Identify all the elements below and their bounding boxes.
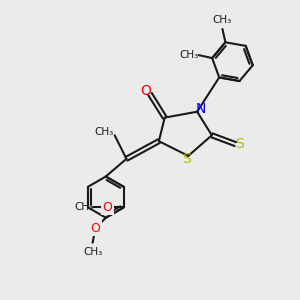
Text: CH₃: CH₃ — [95, 127, 114, 137]
Text: CH₃: CH₃ — [179, 50, 198, 60]
Text: N: N — [196, 102, 206, 116]
Text: O: O — [91, 221, 100, 235]
Text: S: S — [236, 137, 244, 151]
Text: CH₃: CH₃ — [213, 15, 232, 25]
Text: S: S — [182, 152, 191, 167]
Text: CH₃: CH₃ — [74, 202, 94, 212]
Text: CH₃: CH₃ — [83, 247, 102, 256]
Text: O: O — [140, 84, 151, 98]
Text: O: O — [103, 201, 112, 214]
